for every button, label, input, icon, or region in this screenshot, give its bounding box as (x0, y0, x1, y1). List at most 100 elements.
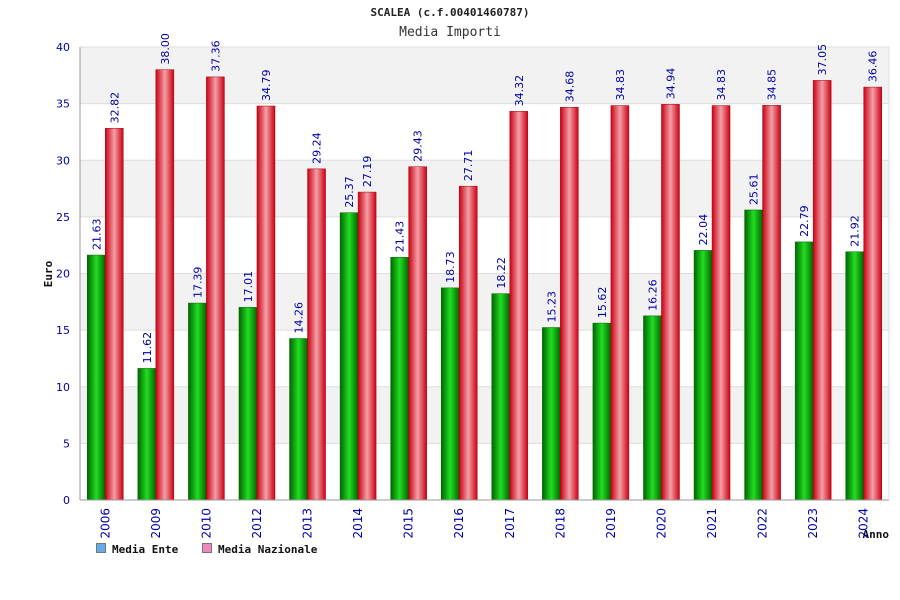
bar-media-nazionale (711, 105, 731, 501)
data-label: 38.00 (159, 33, 172, 65)
bar-media-ente (845, 251, 864, 501)
data-label: 29.43 (412, 130, 425, 162)
data-label: 22.79 (798, 205, 811, 237)
x-tick-label: 2019 (604, 508, 618, 539)
x-tick-label: 2023 (806, 508, 820, 539)
bar-media-ente (238, 307, 258, 501)
bar-media-nazionale (509, 111, 529, 501)
bar-media-nazionale (307, 168, 326, 501)
bar-media-nazionale (812, 80, 832, 501)
bar-media-ente (440, 287, 460, 501)
legend-swatch-media-nazionale (202, 543, 212, 553)
bar-media-ente (87, 254, 106, 501)
data-label: 34.32 (513, 75, 526, 107)
x-tick-label: 2024 (857, 508, 871, 539)
data-label: 22.04 (697, 214, 710, 246)
bar-media-ente (744, 209, 763, 501)
data-label: 34.79 (260, 70, 273, 102)
data-label: 25.61 (748, 173, 761, 205)
data-label: 27.71 (462, 150, 475, 182)
x-tick-label: 2015 (402, 508, 416, 539)
bar-media-nazionale (458, 185, 478, 501)
bar-media-nazionale (560, 106, 579, 501)
data-label: 34.85 (766, 69, 779, 101)
bar-media-nazionale (256, 105, 276, 501)
bar-media-ente (592, 322, 612, 501)
data-label: 16.26 (646, 279, 659, 311)
y-tick-label: 35 (56, 98, 70, 111)
axes: 0 5 10 15 20 25 30 35 40 Euro Anno 2006 2009 2010 2012… (42, 41, 890, 541)
bar-media-nazionale (762, 105, 781, 501)
bar-media-ente (188, 302, 207, 501)
bar-media-ente (693, 250, 713, 501)
bar-media-ente (643, 315, 662, 501)
data-label: 18.22 (495, 257, 508, 289)
data-label: 29.24 (311, 132, 324, 164)
x-tick-label: 2006 (98, 508, 112, 539)
data-label: 34.94 (664, 68, 677, 100)
y-tick-label: 25 (56, 211, 70, 224)
bar-media-ente (794, 241, 814, 501)
bar-media-ente (491, 293, 511, 501)
y-axis-title: Euro (42, 260, 55, 287)
data-label: 36.46 (867, 51, 880, 83)
y-tick-label: 30 (56, 154, 70, 167)
bar-media-ente (289, 338, 308, 501)
y-tick-label: 10 (56, 381, 70, 394)
chart-title: SCALEA (c.f.00401460787) (370, 6, 530, 19)
data-label: 11.62 (141, 332, 154, 364)
bars (87, 69, 882, 501)
chart-subtitle: Media Importi (399, 25, 501, 40)
bar-media-ente (137, 368, 157, 501)
x-tick-label: 2022 (756, 508, 770, 539)
bar-media-nazionale (155, 69, 175, 501)
bar-media-nazionale (863, 86, 882, 501)
x-tick-label: 2018 (553, 508, 567, 539)
y-tick-label: 15 (56, 324, 70, 337)
data-label: 34.83 (715, 69, 728, 101)
legend-swatch-media-ente (96, 543, 106, 553)
bar-media-ente (542, 327, 561, 501)
legend-label-media-ente: Media Ente (112, 543, 179, 556)
y-tick-label: 40 (56, 41, 70, 54)
y-tick-label: 0 (63, 494, 70, 507)
legend-item-media-ente: Media Ente (96, 543, 178, 556)
x-tick-label: 2013 (301, 508, 315, 539)
x-tick-label: 2016 (452, 508, 466, 539)
data-labels: 21.63 32.82 11.62 38.00 17.39 37.36 17.01 34.79… (90, 33, 879, 363)
bar-media-nazionale (357, 191, 377, 501)
x-tick-label: 2021 (705, 508, 719, 539)
data-label: 34.68 (563, 71, 576, 103)
data-label: 18.73 (444, 251, 457, 283)
data-label: 27.19 (361, 156, 374, 188)
data-label: 34.83 (614, 69, 627, 101)
x-tick-label: 2020 (654, 508, 668, 539)
legend-item-media-nazionale: Media Nazionale (202, 543, 317, 556)
data-label: 32.82 (108, 92, 121, 124)
data-label: 15.23 (545, 291, 558, 323)
data-label: 37.05 (816, 44, 829, 76)
bar-media-nazionale (105, 128, 124, 501)
x-tick-label: 2012 (250, 508, 264, 539)
legend-label-media-nazionale: Media Nazionale (218, 543, 318, 556)
x-tick-label: 2014 (351, 508, 365, 539)
x-tick-label: 2017 (503, 508, 517, 539)
data-label: 15.62 (596, 287, 609, 319)
bar-media-nazionale (408, 166, 427, 501)
data-label: 25.37 (343, 176, 356, 208)
bar-media-ente (339, 212, 359, 501)
data-label: 21.43 (394, 221, 407, 253)
y-tick-label: 20 (56, 268, 70, 281)
bar-media-ente (390, 257, 409, 501)
x-tick-label: 2009 (149, 508, 163, 539)
bar-media-nazionale (610, 105, 630, 501)
data-label: 17.01 (242, 271, 255, 303)
data-label: 37.36 (209, 40, 222, 72)
x-axis-title: Anno (863, 528, 890, 541)
bar-media-nazionale (206, 76, 225, 501)
data-label: 21.92 (849, 215, 862, 247)
y-tick-label: 5 (63, 437, 70, 450)
data-label: 17.39 (191, 267, 204, 299)
data-label: 21.63 (90, 219, 103, 251)
